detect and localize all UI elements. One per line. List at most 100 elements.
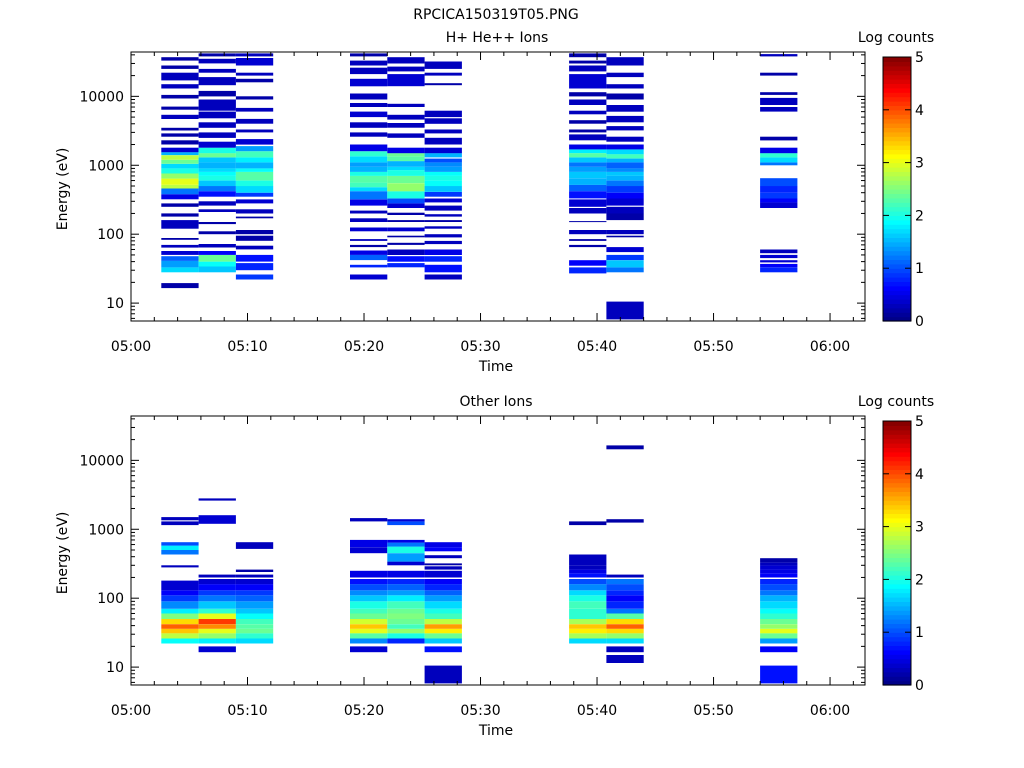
heatmap-cell [569,157,607,163]
heatmap-cell [760,595,798,602]
heatmap-cell [161,542,199,546]
heatmap-cell [235,608,274,614]
colorbar-segment [883,299,911,304]
colorbar-segment [883,667,911,673]
heatmap-cell [161,638,199,644]
colorbar-segment [883,224,911,230]
heatmap-cell [235,254,274,262]
colorbar-tick-label: 2 [915,208,924,224]
heatmap-cell [235,542,274,549]
heatmap-cell [235,638,274,644]
heatmap-cell [161,238,199,240]
colorbar-segment [883,206,911,212]
heatmap-cell [424,579,462,585]
heatmap-cell [387,170,425,176]
colorbar-segment [883,61,911,67]
heatmap-cell [161,601,199,609]
heatmap-cell [387,263,425,268]
heatmap-cell [424,628,462,634]
colorbar-segment [883,228,911,234]
heatmap-cell [198,584,236,591]
heatmap-cell [760,633,798,639]
colorbar-segment [883,654,911,660]
heatmap-cell [198,266,236,273]
colorbar-segment [883,632,911,638]
heatmap-cell [161,178,199,185]
heatmap-cell [350,638,388,644]
colorbar-segment [883,171,911,177]
heatmap-cell [161,140,199,145]
colorbar-tick-label: 2 [915,572,924,588]
heatmap-cell [569,590,607,596]
heatmap-cell [350,239,388,241]
colorbar-tick-label: 3 [915,520,924,536]
heatmap-cell [161,624,199,629]
heatmap-cell [606,655,644,663]
heatmap-cell [606,608,644,614]
heatmap-cell [760,97,798,105]
x-tick-label: 05:20 [344,339,384,355]
colorbar-segment [883,645,911,651]
heatmap-cell [569,74,607,89]
heatmap-cell [350,210,388,214]
heatmap-cell [760,178,798,187]
colorbar-segment [883,491,911,497]
heatmap-cell [161,244,199,248]
heatmap-cell [569,633,607,639]
heatmap-cell [424,205,462,211]
heatmap-cell [198,590,236,596]
heatmap-cell [387,570,425,578]
heatmap-cell [198,157,236,163]
heatmap-cell [606,186,644,193]
colorbar-segment [883,162,911,168]
heatmap-cell [161,203,199,207]
heatmap-cell [760,579,798,585]
heatmap-cell [424,566,462,570]
heatmap-cell [350,518,388,522]
heatmap-cell [424,590,462,596]
heatmap-cell [569,53,607,58]
heatmap-cell [424,547,462,552]
x-tick-label: 05:20 [344,703,384,719]
colorbar-segment [883,473,911,479]
heatmap-cell [350,613,388,619]
heatmap-cell [161,595,199,602]
heatmap-cell [606,72,644,78]
heatmap-cell [198,99,236,111]
colorbar-segment [883,623,911,629]
heatmap-cell [350,218,388,222]
y-tick-label: 1000 [88,522,124,538]
heatmap-cell [387,539,425,543]
heatmap-cell [424,61,462,69]
heatmap-cell [161,220,199,229]
heatmap-cell [235,595,274,602]
colorbar-segment [883,671,911,677]
colorbar-segment [883,175,911,181]
heatmap-cell [760,562,798,566]
heatmap-cell [606,84,644,89]
heatmap-cell [424,226,462,229]
heatmap-cell [569,618,607,625]
heatmap-cell [161,580,199,591]
heatmap-cell [387,613,425,619]
heatmap-cell [606,180,644,187]
colorbar-segment [883,495,911,501]
heatmap-cell [424,240,462,245]
heatmap-cell [424,584,462,591]
panel-h-he-ions: H+ He++ Ions Log counts 05:00 05:10 05:20 0… [55,30,934,375]
heatmap-cell [569,260,607,266]
heatmap-cell [760,192,798,199]
colorbar-segment [883,87,911,93]
heatmap-cell [161,628,199,634]
colorbar-tick-label: 0 [915,678,924,694]
heatmap-cell [235,628,274,634]
heatmap-cell [424,118,462,124]
heatmap-cell [350,274,388,280]
heatmap-cell [198,132,236,138]
heatmap-cell [760,54,798,57]
heatmap-cell [760,646,798,653]
heatmap-cell [569,595,607,602]
heatmap-cell [424,646,462,653]
x-tick-label: 05:00 [111,703,151,719]
colorbar-segment [883,233,911,238]
